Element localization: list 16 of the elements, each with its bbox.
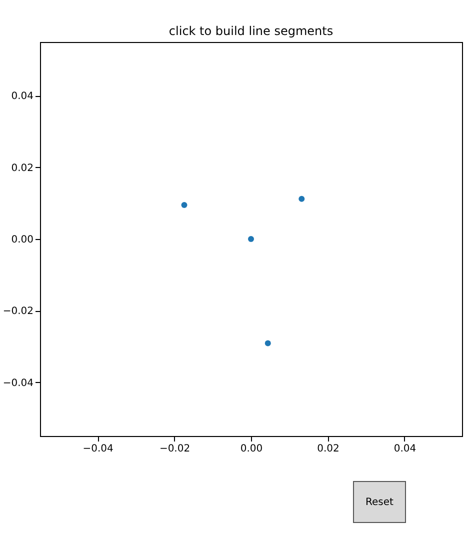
y-tick-label: 0.00 [11, 234, 34, 246]
x-tick-label: 0.00 [240, 444, 263, 454]
y-tick-label: −0.02 [2, 306, 34, 318]
x-tick-label: −0.02 [159, 444, 190, 454]
x-tick-label: 0.04 [394, 444, 416, 454]
chart-title: click to build line segments [168, 24, 334, 38]
x-tick-label: 0.02 [317, 444, 340, 454]
y-tick-label: −0.04 [2, 378, 34, 389]
y-tick-label: 0.04 [11, 91, 34, 102]
point [264, 340, 271, 346]
point [298, 196, 305, 202]
y-tick-label: 0.02 [11, 162, 34, 174]
x-tick-label: −0.04 [82, 444, 114, 454]
point [248, 236, 254, 242]
reset-button: Reset [353, 481, 406, 523]
point [181, 202, 188, 208]
